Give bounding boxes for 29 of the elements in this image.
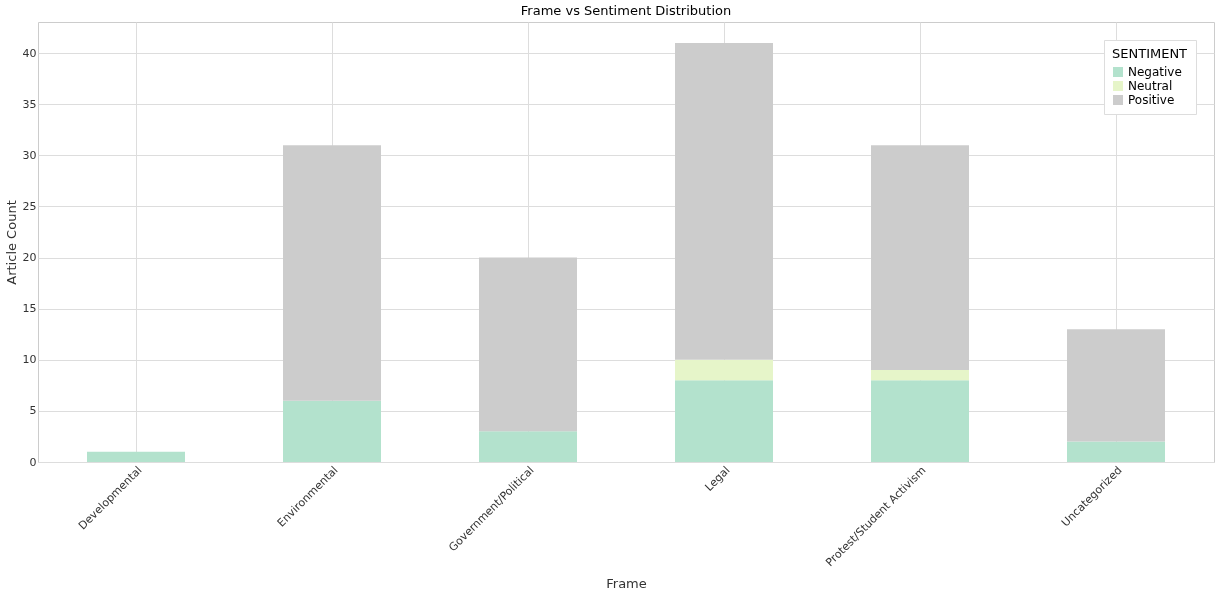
bar (1067, 329, 1165, 442)
bar (283, 145, 381, 401)
bar (675, 380, 773, 462)
y-tick-label: 10 (22, 353, 37, 367)
y-axis-title: Article Count (3, 200, 19, 285)
y-tick-label: 0 (29, 455, 37, 469)
legend-title: SENTIMENT (1112, 46, 1188, 61)
bar (871, 380, 969, 462)
bar (87, 451, 185, 462)
bar (675, 42, 773, 360)
bar (871, 370, 969, 381)
y-tick-label: 25 (22, 199, 37, 213)
chart-title: Frame vs Sentiment Distribution (520, 3, 732, 18)
bar (479, 431, 577, 462)
y-tick-label: 20 (22, 251, 37, 265)
bar (283, 400, 381, 462)
bar (871, 145, 969, 371)
x-axis-title: Frame (606, 576, 647, 592)
y-tick-label: 35 (22, 97, 37, 111)
bar (1067, 441, 1165, 462)
y-tick-label: 15 (22, 302, 37, 316)
legend-label: Positive (1128, 93, 1175, 107)
bar (675, 359, 773, 381)
y-tick-label: 5 (29, 404, 37, 418)
legend-label: Neutral (1128, 79, 1173, 93)
y-tick-label: 30 (22, 148, 37, 162)
legend-label: Negative (1128, 65, 1182, 79)
y-tick-label: 40 (22, 46, 37, 60)
bar (479, 257, 577, 432)
